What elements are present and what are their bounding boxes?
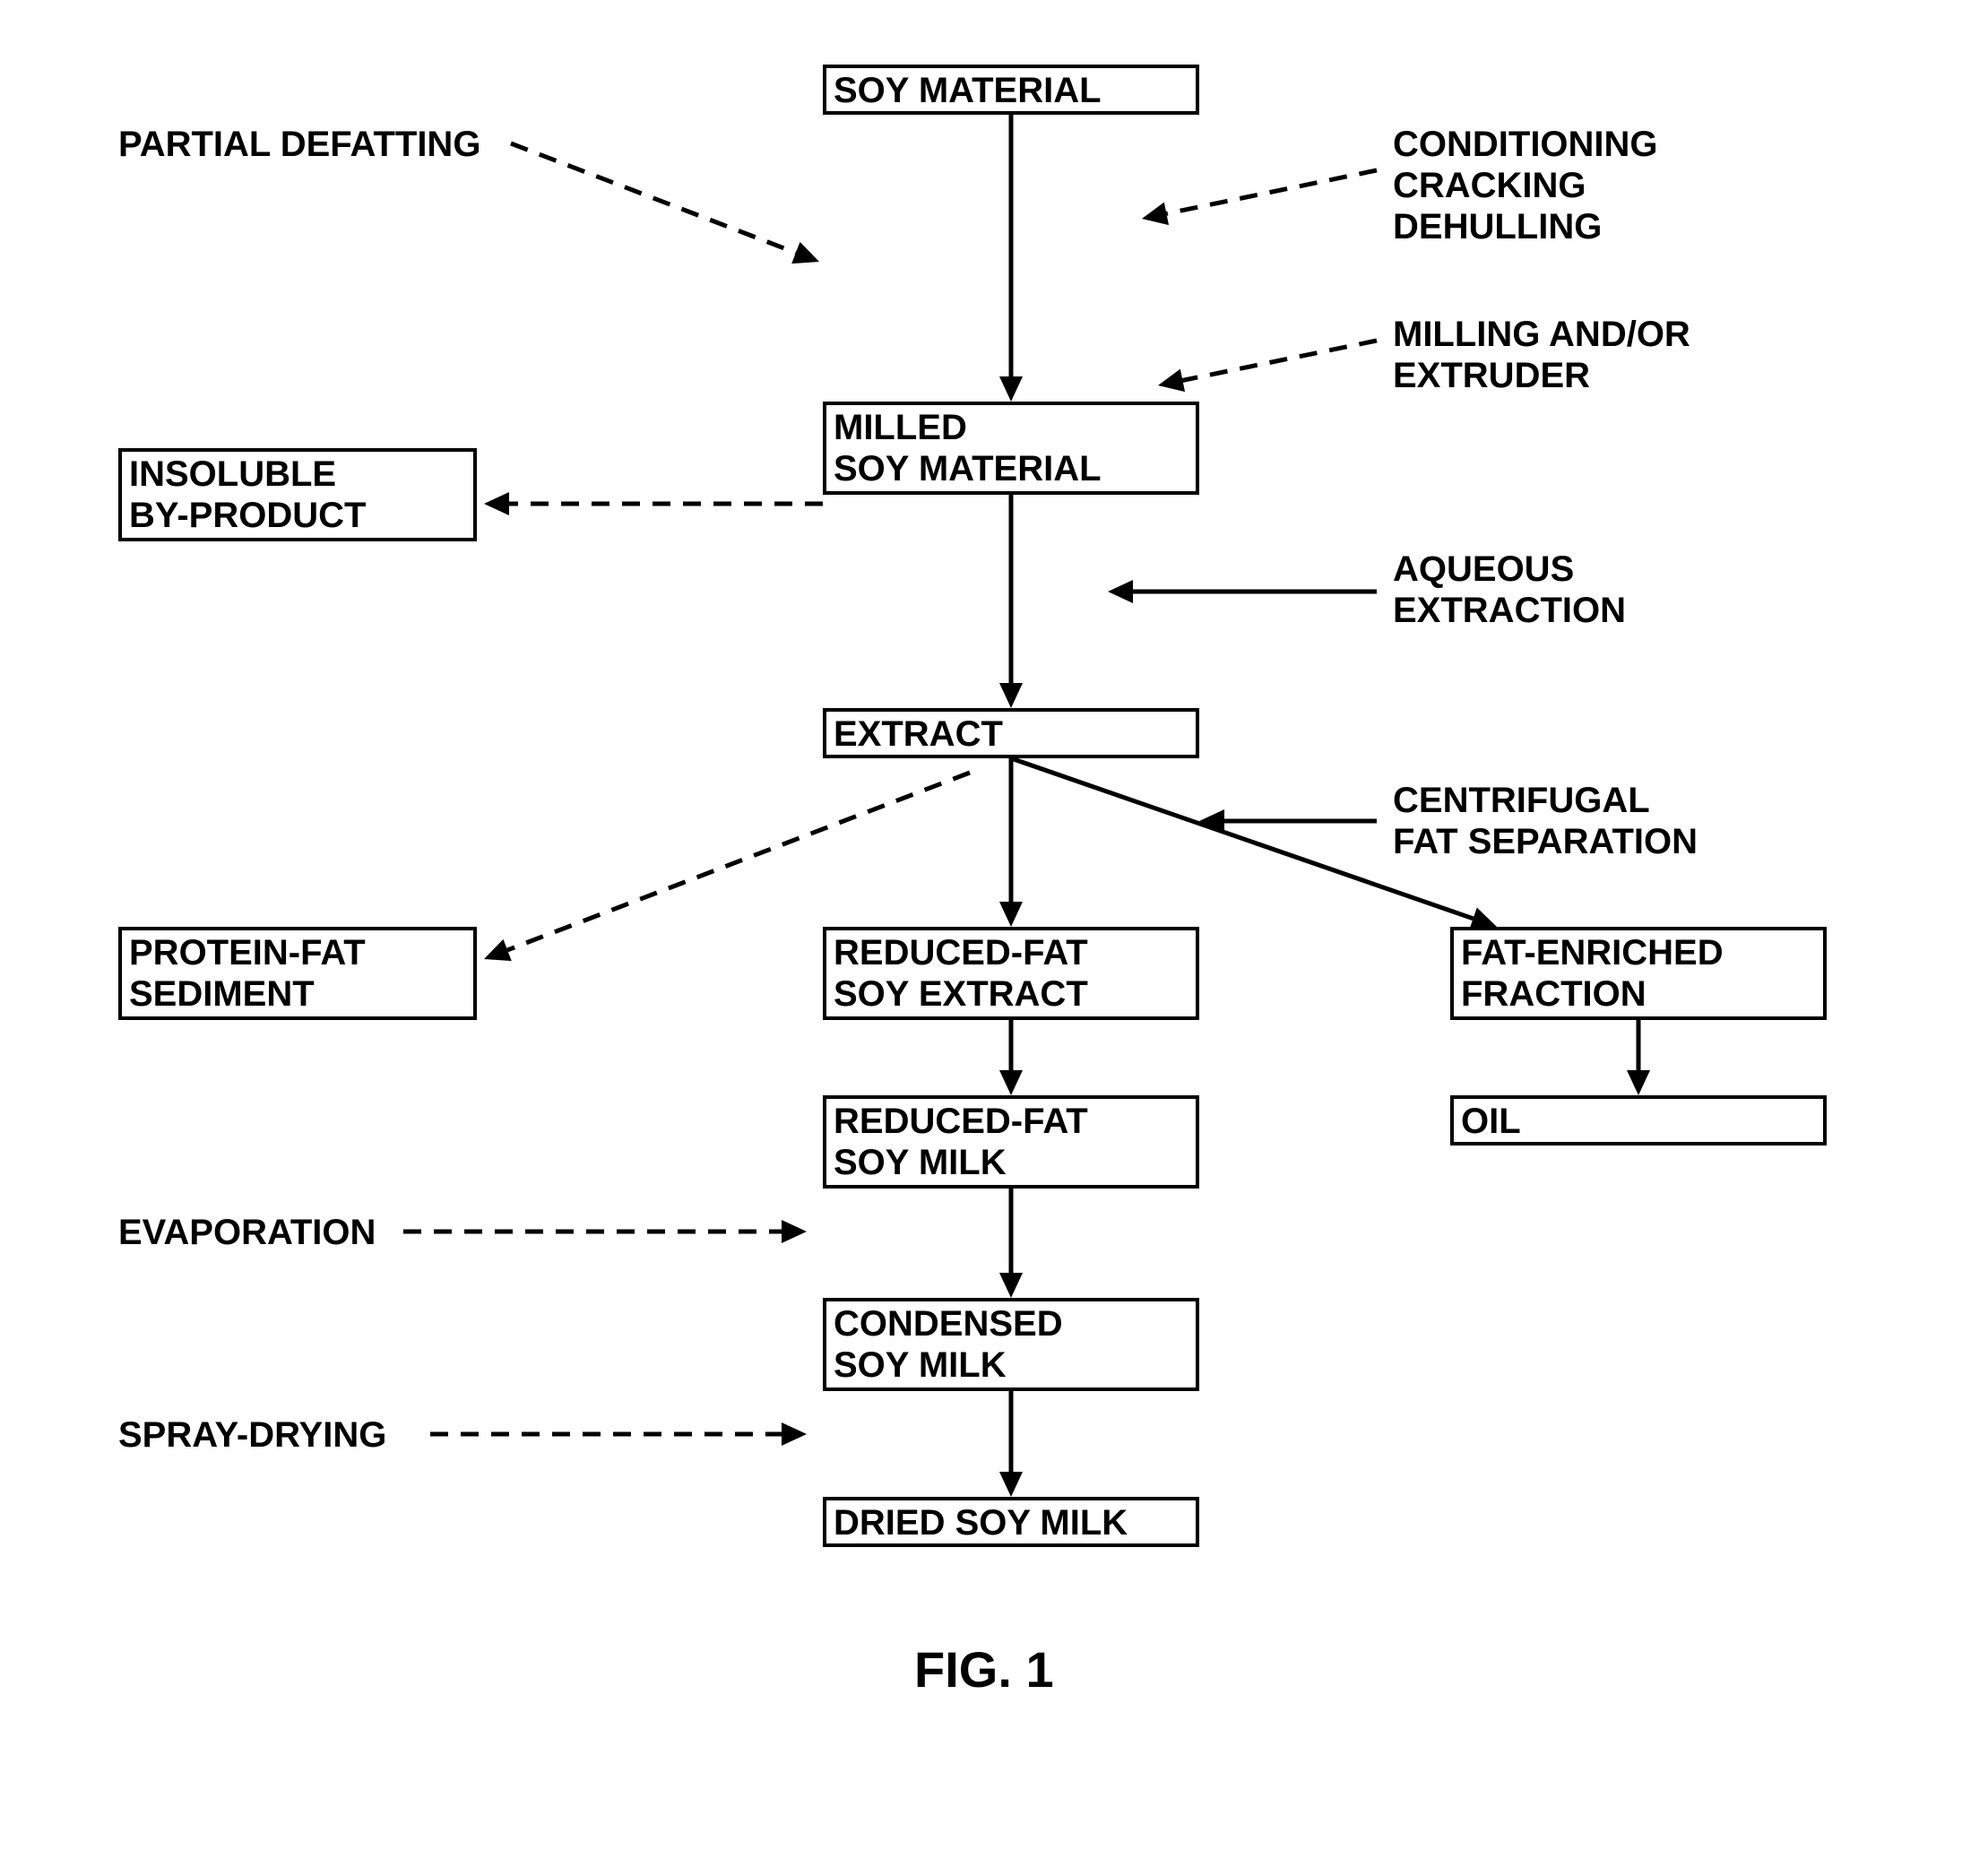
label-centrifugal: CENTRIFUGAL FAT SEPARATION [1393, 780, 1698, 862]
node-reduced-fat-milk: REDUCED-FAT SOY MILK [823, 1095, 1199, 1189]
figure-label: FIG. 1 [914, 1640, 1054, 1699]
node-extract: EXTRACT [823, 708, 1199, 758]
node-oil: OIL [1450, 1095, 1827, 1145]
node-fat-enriched: FAT-ENRICHED FRACTION [1450, 927, 1827, 1020]
node-reduced-fat-extract: REDUCED-FAT SOY EXTRACT [823, 927, 1199, 1020]
label-partial-defatting: PARTIAL DEFATTING [118, 124, 480, 165]
label-spray-drying: SPRAY-DRYING [118, 1414, 386, 1456]
node-soy-material: SOY MATERIAL [823, 65, 1199, 115]
node-dried-soy-milk: DRIED SOY MILK [823, 1497, 1199, 1547]
label-milling-extruder: MILLING AND/OR EXTRUDER [1393, 314, 1690, 396]
node-insoluble-byproduct: INSOLUBLE BY-PRODUCT [118, 448, 477, 541]
node-milled-soy-material: MILLED SOY MATERIAL [823, 402, 1199, 495]
label-aqueous-extraction: AQUEOUS EXTRACTION [1393, 549, 1626, 631]
node-condensed-soy-milk: CONDENSED SOY MILK [823, 1298, 1199, 1391]
label-conditioning: CONDITIONING CRACKING DEHULLING [1393, 124, 1658, 247]
node-protein-fat-sediment: PROTEIN-FAT SEDIMENT [118, 927, 477, 1020]
label-evaporation: EVAPORATION [118, 1212, 376, 1253]
